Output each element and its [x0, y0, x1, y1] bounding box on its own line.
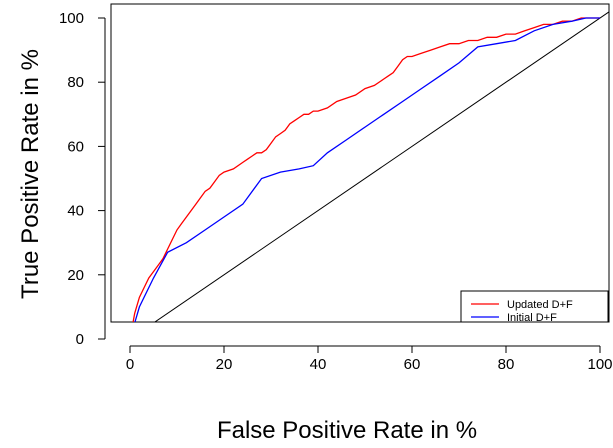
series-line-initial-d-f: [134, 17, 600, 322]
diagonal-reference-line: [154, 11, 609, 322]
series-line-updated-d-f: [132, 17, 600, 322]
y-tick-label-40: 40: [67, 203, 84, 220]
legend: Updated D+F Initial D+F: [460, 290, 609, 324]
plot-frame: [110, 3, 610, 323]
x-tick-label-80: 80: [498, 356, 515, 373]
y-tick-label-20: 20: [67, 267, 84, 284]
x-tick-label-60: 60: [404, 356, 421, 373]
y-tick-label-80: 80: [67, 74, 84, 91]
x-tick-label-0: 0: [126, 356, 134, 373]
y-tick-label-100: 100: [59, 10, 84, 27]
legend-label-initial: Initial D+F: [507, 312, 557, 324]
y-axis-title: True Positive Rate in %: [17, 49, 44, 299]
x-tick-label-40: 40: [310, 356, 327, 373]
x-axis: 0 20 40 60 80 100: [126, 345, 613, 373]
x-axis-title: False Positive Rate in %: [217, 417, 477, 444]
series-layer: [132, 11, 609, 322]
legend-label-updated: Updated D+F: [507, 299, 573, 311]
y-tick-label-60: 60: [67, 138, 84, 155]
y-axis: 0 20 40 60 80 100: [59, 10, 106, 348]
x-tick-label-20: 20: [216, 356, 233, 373]
x-tick-label-100: 100: [587, 356, 612, 373]
y-tick-label-0: 0: [76, 331, 84, 348]
